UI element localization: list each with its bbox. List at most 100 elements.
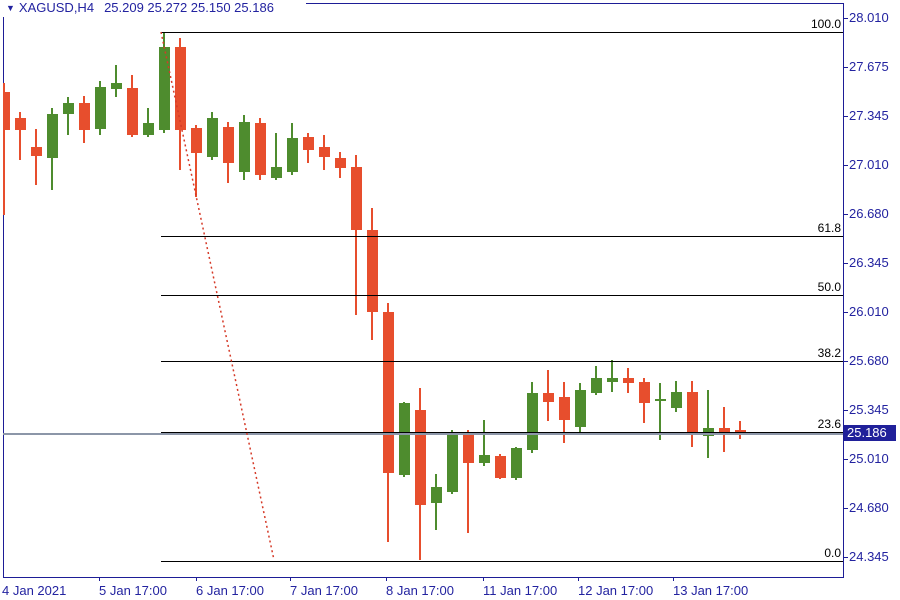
candle	[367, 230, 378, 312]
fib-level-line-50.0[interactable]	[161, 294, 843, 296]
candle-wick	[275, 133, 277, 181]
candle-wick	[115, 65, 117, 97]
current-price-badge: 25.186	[844, 425, 896, 442]
price-axis-label: 28.010	[849, 10, 889, 25]
fib-level-label: 61.8	[817, 220, 841, 235]
chart-plot-area[interactable]: 100.0 61.8 50.0 38.2 23.6 0.0	[3, 3, 843, 577]
price-axis-label: 26.345	[849, 254, 889, 270]
plot-border-right	[843, 3, 844, 578]
symbol-label: XAGUSD,H4	[18, 0, 95, 15]
candle	[31, 146, 42, 156]
candle	[687, 391, 698, 432]
candle	[591, 378, 602, 394]
candle	[319, 146, 330, 157]
price-axis-tick	[843, 360, 848, 362]
price-axis-label: 24.345	[849, 549, 889, 564]
price-axis-tick	[843, 213, 848, 215]
candle	[207, 118, 218, 157]
candle-wick	[611, 359, 613, 392]
candle	[15, 118, 26, 131]
candle-wick	[35, 129, 37, 186]
price-axis-label: 27.010	[849, 157, 889, 173]
time-axis-tick	[196, 577, 197, 581]
fib-level-line-0.0[interactable]	[161, 560, 843, 562]
candle	[287, 138, 298, 172]
price-axis-label: 24.680	[849, 499, 889, 515]
fib-level-line-61.8[interactable]	[161, 235, 843, 237]
plot-border-left	[3, 3, 4, 578]
candle	[335, 158, 346, 168]
candle	[79, 103, 90, 131]
candle	[607, 378, 618, 382]
price-axis-tick	[843, 459, 848, 461]
candle	[399, 402, 410, 476]
ohlc-values: 25.209 25.272 25.150 25.186	[104, 0, 274, 15]
candle	[143, 123, 154, 136]
candle	[159, 46, 170, 131]
fib-level-label: 0.0	[824, 545, 841, 560]
chart-ohlc-header: ▼ XAGUSD,H4 25.209 25.272 25.150 25.186	[0, 0, 306, 17]
time-axis-label: 8 Jan 17:00	[386, 583, 454, 598]
candle	[255, 123, 266, 176]
candle	[431, 486, 442, 504]
price-axis-label: 25.345	[849, 401, 889, 417]
candle	[95, 86, 106, 130]
plot-border-bottom	[3, 577, 844, 578]
fib-level-line-100.0[interactable]	[161, 31, 843, 33]
fib-level-line-38.2[interactable]	[161, 360, 843, 362]
fib-level-label: 38.2	[817, 345, 841, 360]
candle	[495, 455, 506, 478]
candle-wick	[483, 420, 485, 467]
candle-wick	[147, 108, 149, 138]
price-axis-label: 26.680	[849, 205, 889, 221]
candle	[543, 393, 554, 402]
candle	[239, 121, 250, 172]
candle	[3, 91, 10, 131]
time-axis-label: 6 Jan 17:00	[196, 583, 264, 598]
candle	[639, 381, 650, 404]
candle	[735, 429, 746, 434]
candle	[127, 88, 138, 136]
time-axis-label: 4 Jan 2021	[2, 583, 67, 598]
time-axis-tick	[578, 577, 579, 581]
candle	[479, 454, 490, 464]
price-axis-tick	[843, 557, 848, 558]
price-axis-tick	[843, 115, 848, 117]
candle	[191, 128, 202, 153]
candle-wick	[67, 96, 69, 136]
time-axis-tick	[290, 577, 291, 581]
fib-level-label: 50.0	[817, 279, 841, 294]
fib-level-label: 23.6	[817, 417, 841, 432]
candle	[575, 389, 586, 427]
candle	[47, 114, 58, 158]
candle	[655, 399, 666, 402]
candle-wick	[355, 155, 357, 316]
candle	[527, 393, 538, 450]
time-axis-tick	[99, 577, 100, 581]
candle	[415, 410, 426, 506]
time-axis-label: 7 Jan 17:00	[290, 583, 358, 598]
candle	[383, 311, 394, 474]
time-axis-label: 11 Jan 17:00	[483, 583, 558, 598]
time-axis-label: 12 Jan 17:00	[578, 583, 654, 598]
price-axis-tick	[843, 507, 848, 509]
time-axis-tick	[386, 577, 387, 581]
candle	[351, 166, 362, 231]
candle-wick	[739, 420, 741, 439]
price-axis-tick	[843, 18, 848, 19]
candle	[671, 391, 682, 409]
price-axis-tick	[843, 67, 848, 69]
price-axis-tick	[843, 312, 848, 314]
fib-level-label: 100.0	[810, 16, 841, 31]
time-axis-tick	[483, 577, 484, 581]
time-axis-label: 5 Jan 17:00	[99, 583, 167, 598]
candle	[447, 435, 458, 492]
symbol-dropdown-arrow-icon[interactable]: ▼	[6, 3, 15, 13]
candle	[111, 83, 122, 90]
candle	[463, 433, 474, 464]
candle-wick	[467, 429, 469, 534]
price-axis-label: 27.345	[849, 107, 889, 123]
candle	[559, 396, 570, 420]
price-axis-tick	[843, 165, 848, 167]
